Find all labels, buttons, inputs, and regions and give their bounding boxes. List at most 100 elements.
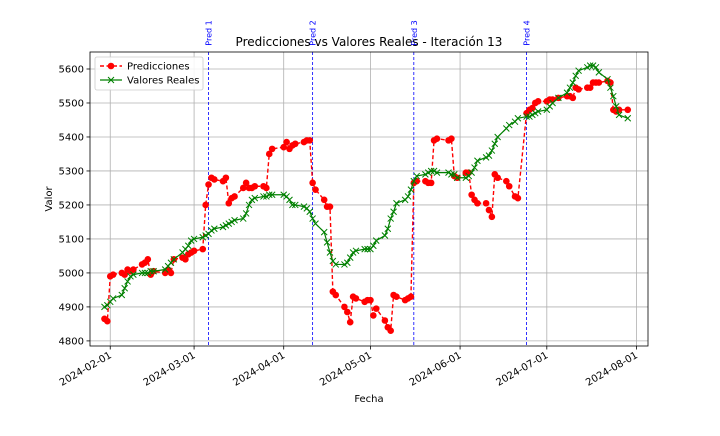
data-point-predicciones [199, 245, 207, 253]
legend-marker-predicciones [107, 62, 115, 70]
data-point-predicciones [265, 150, 273, 158]
data-point-valores-reales [147, 267, 155, 275]
data-point-valores-reales [260, 193, 267, 200]
data-point-predicciones [239, 184, 247, 192]
data-point-valores-reales [390, 208, 397, 216]
data-point-valores-reales [592, 63, 600, 71]
data-point-valores-reales [474, 157, 481, 165]
data-point-predicciones [370, 312, 377, 319]
data-point-predicciones [341, 303, 348, 311]
data-point-valores-reales [448, 171, 455, 178]
data-point-predicciones [494, 174, 501, 182]
data-point-predicciones [514, 194, 522, 202]
data-point-predicciones [309, 179, 316, 187]
data-point-valores-reales [231, 216, 238, 224]
data-point-valores-reales [575, 67, 582, 75]
data-point-valores-reales [612, 103, 620, 110]
data-point-valores-reales [320, 228, 328, 236]
data-point-predicciones [505, 182, 513, 190]
data-point-predicciones [387, 327, 394, 335]
legend-box [94, 56, 204, 91]
data-point-valores-reales [393, 199, 400, 207]
prediction-marker-label: Pred 2 [309, 20, 318, 45]
data-point-predicciones [326, 203, 334, 210]
data-point-valores-reales [130, 271, 137, 278]
data-point-valores-reales [471, 164, 478, 171]
data-point-valores-reales [534, 108, 542, 115]
data-point-valores-reales [372, 237, 380, 244]
data-point-valores-reales [410, 177, 418, 185]
data-point-valores-reales [242, 210, 250, 217]
data-point-predicciones [346, 318, 354, 326]
prediction-marker-label: Pred 1 [205, 20, 214, 45]
data-point-predicciones [488, 213, 496, 221]
data-point-predicciones [211, 176, 218, 183]
data-point-predicciones [121, 271, 128, 278]
data-point-predicciones [529, 104, 536, 112]
data-point-valores-reales [150, 267, 157, 275]
data-point-predicciones [393, 293, 400, 301]
data-point-valores-reales [124, 278, 131, 285]
data-point-valores-reales [251, 194, 259, 202]
y-tick-label: 5300 [59, 166, 84, 177]
data-point-valores-reales [609, 92, 617, 100]
data-point-valores-reales [586, 62, 594, 69]
data-point-predicciones [312, 186, 319, 193]
data-point-predicciones [586, 84, 594, 91]
data-point-valores-reales [468, 169, 475, 177]
data-point-valores-reales [387, 215, 395, 222]
data-point-predicciones [104, 317, 111, 325]
data-point-predicciones [575, 86, 582, 93]
data-point-predicciones [205, 181, 212, 188]
data-point-valores-reales [286, 196, 293, 204]
data-point-valores-reales [184, 242, 192, 250]
legend-label-valores-reales: Valores Reales [127, 76, 199, 87]
data-point-valores-reales [453, 174, 461, 182]
data-point-predicciones [167, 269, 175, 277]
data-point-predicciones [534, 97, 542, 105]
data-point-predicciones [320, 196, 328, 204]
data-point-valores-reales [427, 167, 435, 175]
data-point-valores-reales [265, 191, 273, 199]
data-point-valores-reales [291, 201, 299, 209]
data-point-predicciones [332, 291, 340, 299]
data-point-valores-reales [121, 284, 129, 292]
data-point-valores-reales [563, 89, 571, 97]
data-point-valores-reales [190, 235, 198, 243]
data-point-valores-reales [323, 238, 331, 246]
data-point-valores-reales [505, 121, 513, 129]
y-tick-label: 5400 [59, 132, 84, 143]
data-point-valores-reales [141, 269, 149, 277]
data-point-predicciones [225, 199, 233, 207]
legend-marker-valores-reales [107, 76, 115, 84]
data-point-valores-reales [555, 94, 562, 102]
data-point-predicciones [222, 174, 230, 182]
data-point-predicciones [352, 295, 360, 302]
data-point-valores-reales [624, 114, 632, 122]
data-point-predicciones [468, 191, 475, 199]
data-point-valores-reales [170, 255, 178, 263]
data-point-predicciones [242, 179, 250, 187]
data-point-valores-reales [210, 225, 218, 233]
data-point-valores-reales [361, 245, 369, 253]
data-point-valores-reales [615, 111, 623, 119]
data-point-predicciones [474, 199, 481, 207]
data-point-valores-reales [413, 172, 421, 180]
data-point-predicciones [182, 256, 189, 263]
data-point-valores-reales [485, 152, 493, 160]
data-point-predicciones [268, 145, 276, 153]
data-point-valores-reales [514, 114, 522, 122]
legend-label-predicciones: Predicciones [127, 62, 190, 73]
data-point-valores-reales [433, 169, 441, 177]
data-point-valores-reales [384, 225, 392, 233]
data-point-valores-reales [312, 220, 319, 227]
data-point-predicciones [595, 79, 603, 86]
data-point-predicciones [190, 247, 198, 255]
y-axis-label: Valor [44, 186, 55, 212]
series-valores-reales [101, 62, 632, 311]
data-point-valores-reales [346, 254, 354, 261]
data-point-predicciones [344, 308, 351, 316]
grid [90, 52, 648, 346]
data-point-predicciones [283, 138, 290, 146]
